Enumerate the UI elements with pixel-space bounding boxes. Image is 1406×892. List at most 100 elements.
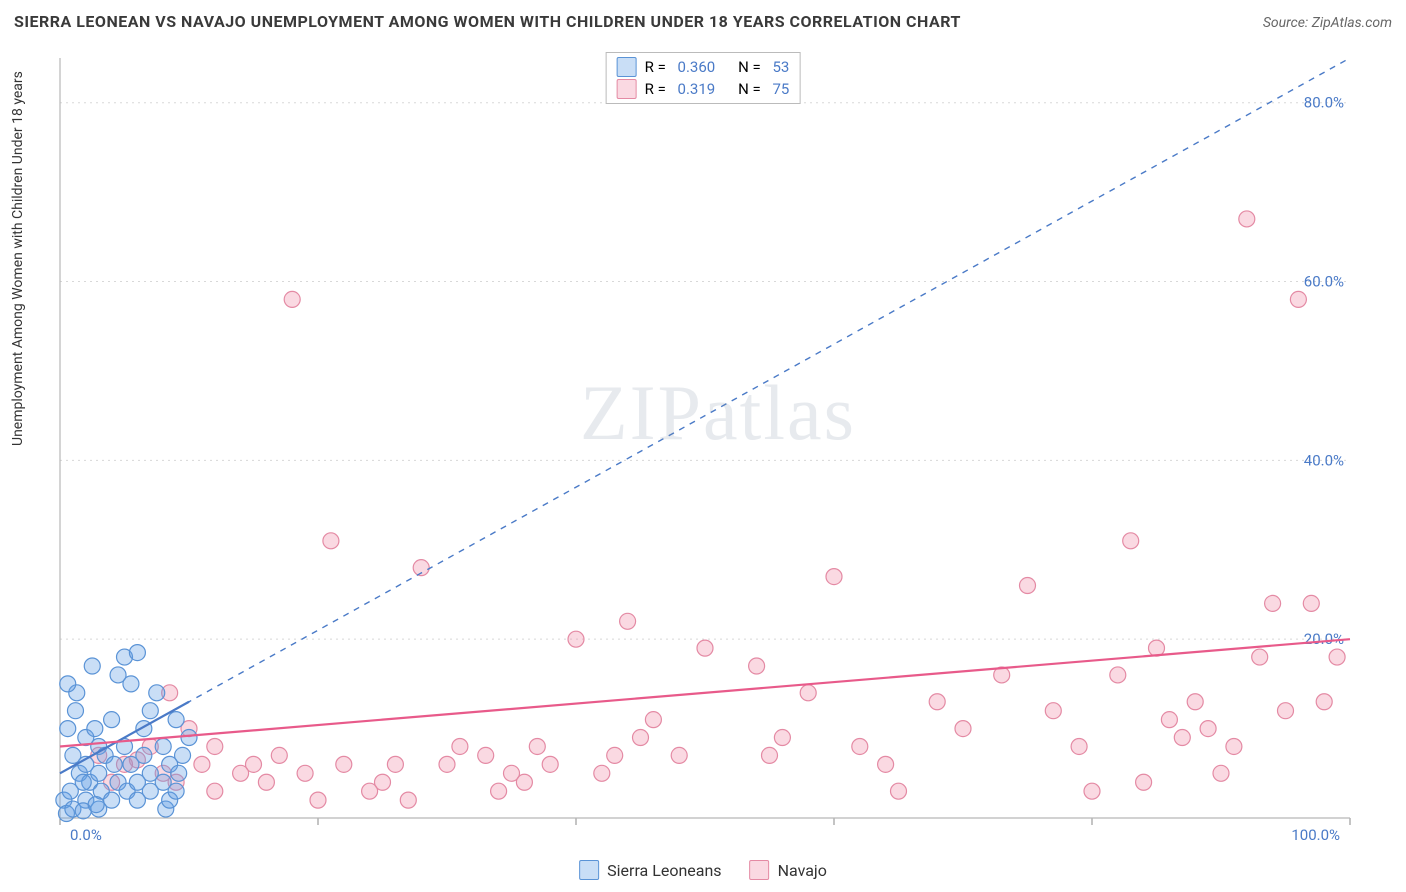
- data-point-series2: [594, 765, 610, 781]
- data-point-series1: [123, 676, 139, 692]
- data-point-series2: [1226, 738, 1242, 754]
- data-point-series1: [60, 676, 76, 692]
- data-point-series1: [129, 645, 145, 661]
- data-point-series2: [1303, 595, 1319, 611]
- data-point-series2: [774, 730, 790, 746]
- legend-series-label: Sierra Leoneans: [607, 861, 721, 880]
- correlation-legend: R = 0.360 N = 53R = 0.319 N = 75: [606, 52, 801, 104]
- legend-bottom-item: Navajo: [750, 860, 827, 880]
- data-point-series2: [207, 783, 223, 799]
- legend-top-row: R = 0.360 N = 53: [617, 57, 790, 77]
- data-point-series2: [1187, 694, 1203, 710]
- legend-r-label: R =: [645, 58, 670, 76]
- data-point-series2: [645, 712, 661, 728]
- data-point-series2: [1213, 765, 1229, 781]
- legend-top-row: R = 0.319 N = 75: [617, 79, 790, 99]
- legend-series-label: Navajo: [778, 861, 827, 880]
- data-point-series2: [891, 783, 907, 799]
- y-axis-label: Unemployment Among Women with Children U…: [10, 71, 26, 446]
- data-point-series1: [67, 703, 83, 719]
- data-point-series2: [258, 774, 274, 790]
- data-point-series2: [1174, 730, 1190, 746]
- data-point-series2: [1278, 703, 1294, 719]
- data-point-series1: [87, 721, 103, 737]
- data-point-series2: [529, 738, 545, 754]
- legend-n-label: N =: [723, 58, 764, 76]
- data-point-series2: [336, 756, 352, 772]
- data-point-series2: [284, 291, 300, 307]
- data-point-series1: [104, 792, 120, 808]
- legend-swatch-icon: [579, 860, 599, 880]
- data-point-series2: [1252, 649, 1268, 665]
- data-point-series2: [310, 792, 326, 808]
- y-tick-label: 60.0%: [1304, 273, 1344, 291]
- data-point-series2: [452, 738, 468, 754]
- data-point-series2: [1084, 783, 1100, 799]
- data-point-series1: [88, 797, 104, 813]
- legend-swatch-icon: [750, 860, 770, 880]
- series-legend: Sierra Leoneans Navajo: [579, 860, 827, 880]
- data-point-series1: [136, 747, 152, 763]
- data-point-series2: [762, 747, 778, 763]
- plot-area: 20.0%40.0%60.0%80.0%0.0%100.0% ZIPatlas: [50, 48, 1386, 842]
- legend-bottom-item: Sierra Leoneans: [579, 860, 721, 880]
- data-point-series1: [171, 765, 187, 781]
- data-point-series1: [175, 747, 191, 763]
- data-point-series2: [955, 721, 971, 737]
- data-point-series2: [1290, 291, 1306, 307]
- data-point-series2: [194, 756, 210, 772]
- data-point-series2: [1123, 533, 1139, 549]
- legend-r-value: 0.360: [678, 58, 716, 76]
- data-point-series2: [568, 631, 584, 647]
- data-point-series2: [439, 756, 455, 772]
- data-point-series1: [104, 712, 120, 728]
- data-point-series2: [400, 792, 416, 808]
- data-point-series2: [1136, 774, 1152, 790]
- data-point-series1: [91, 765, 107, 781]
- data-point-series2: [878, 756, 894, 772]
- chart-title: SIERRA LEONEAN VS NAVAJO UNEMPLOYMENT AM…: [14, 12, 961, 31]
- data-point-series2: [375, 774, 391, 790]
- data-point-series2: [1161, 712, 1177, 728]
- data-point-series2: [852, 738, 868, 754]
- data-point-series2: [607, 747, 623, 763]
- data-point-series2: [491, 783, 507, 799]
- data-point-series2: [826, 569, 842, 585]
- legend-swatch-icon: [617, 57, 637, 77]
- data-point-series2: [1110, 667, 1126, 683]
- data-point-series2: [1239, 211, 1255, 227]
- data-point-series1: [84, 658, 100, 674]
- legend-swatch-icon: [617, 79, 637, 99]
- data-point-series2: [246, 756, 262, 772]
- data-point-series2: [1020, 578, 1036, 594]
- data-point-series2: [1316, 694, 1332, 710]
- data-point-series2: [749, 658, 765, 674]
- data-point-series1: [106, 756, 122, 772]
- data-point-series2: [323, 533, 339, 549]
- legend-n-value: 75: [773, 80, 790, 98]
- legend-n-value: 53: [773, 58, 790, 76]
- source-label: Source: ZipAtlas.com: [1263, 15, 1392, 31]
- data-point-series1: [75, 774, 91, 790]
- data-point-series2: [478, 747, 494, 763]
- data-point-series2: [1265, 595, 1281, 611]
- data-point-series1: [168, 783, 184, 799]
- legend-r-label: R =: [645, 80, 670, 98]
- data-point-series2: [1200, 721, 1216, 737]
- y-tick-label: 40.0%: [1304, 451, 1344, 469]
- data-point-series2: [697, 640, 713, 656]
- x-tick-label: 100.0%: [1291, 826, 1340, 842]
- data-point-series2: [633, 730, 649, 746]
- data-point-series1: [149, 685, 165, 701]
- legend-r-value: 0.319: [678, 80, 716, 98]
- data-point-series2: [1071, 738, 1087, 754]
- trend-line-series1-dashed: [60, 58, 1350, 773]
- y-tick-label: 80.0%: [1304, 94, 1344, 112]
- data-point-series1: [168, 712, 184, 728]
- data-point-series1: [155, 738, 171, 754]
- data-point-series1: [60, 721, 76, 737]
- data-point-series2: [800, 685, 816, 701]
- data-point-series2: [1329, 649, 1345, 665]
- data-point-series2: [271, 747, 287, 763]
- legend-n-label: N =: [723, 80, 764, 98]
